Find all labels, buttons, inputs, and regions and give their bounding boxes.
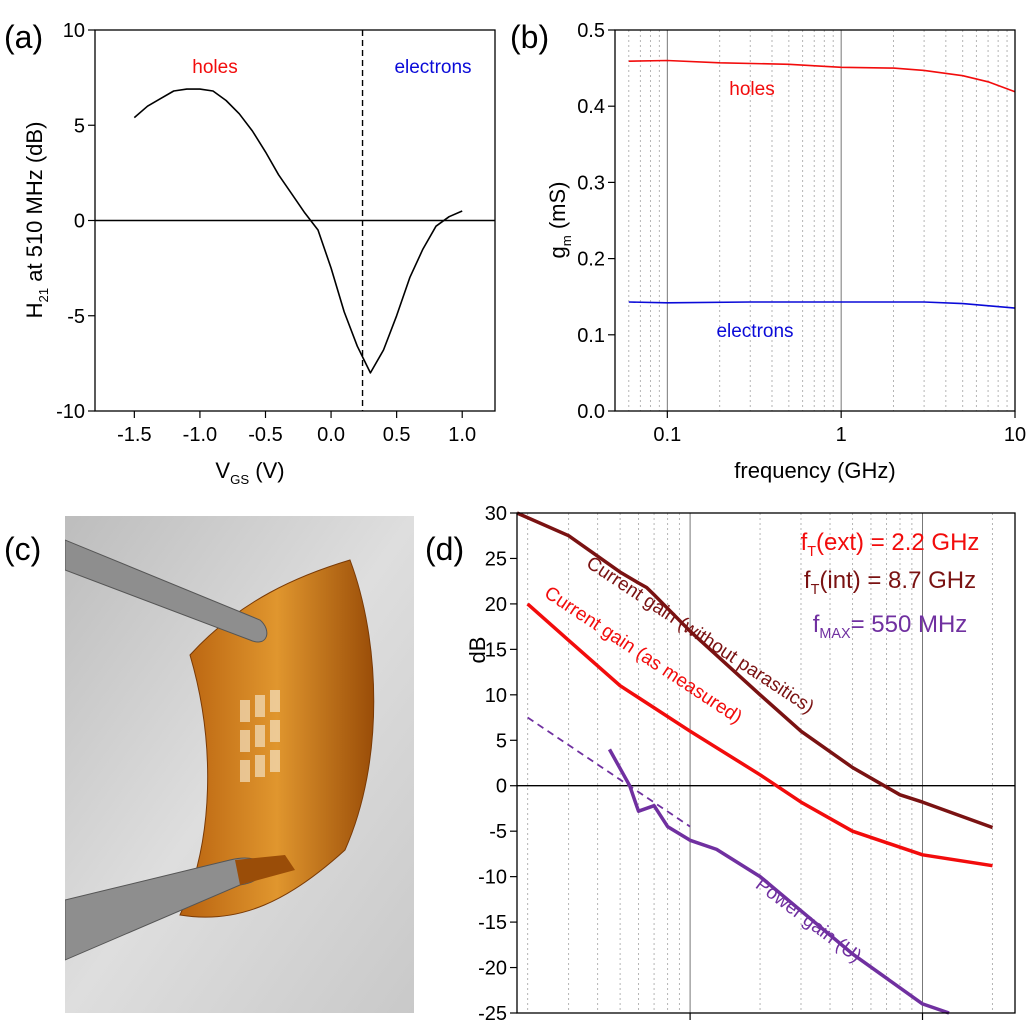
y-axis-label: H21 at 510 MHz (dB) bbox=[22, 122, 51, 319]
plot-frame bbox=[94, 29, 496, 412]
y-axis-label: gm (mS) bbox=[545, 181, 574, 258]
photo bbox=[65, 516, 414, 1013]
annotation-part: T bbox=[811, 582, 820, 598]
y-tick-label: 10 bbox=[63, 20, 85, 42]
annotation-part: T bbox=[807, 544, 816, 560]
plot-frame bbox=[614, 29, 1016, 412]
annotation-part: (int) = 8.7 GHz bbox=[819, 567, 976, 594]
plot-frame bbox=[516, 512, 1016, 1014]
data-line bbox=[628, 59, 1016, 93]
annotation-part: f bbox=[801, 529, 808, 556]
panel-label: (c) bbox=[4, 531, 41, 567]
x-axis-label-part: GS bbox=[230, 472, 249, 487]
y-axis-label-part: g bbox=[545, 246, 570, 258]
annotation-part: f bbox=[804, 567, 811, 594]
extrapolation-line bbox=[527, 716, 691, 828]
y-tick-label: 0.5 bbox=[577, 20, 605, 42]
y-tick-label: 25 bbox=[485, 548, 507, 570]
annotation-part: = 550 MHz bbox=[851, 611, 968, 638]
data-line bbox=[133, 88, 463, 374]
y-tick-label: 5 bbox=[496, 730, 507, 752]
annotation: holes bbox=[729, 79, 774, 100]
y-tick-label: 5 bbox=[74, 115, 85, 137]
x-tick-label: 10 bbox=[1004, 424, 1026, 446]
panel-label: (b) bbox=[510, 19, 549, 55]
panel-label: (a) bbox=[4, 19, 43, 55]
data-line bbox=[516, 511, 994, 830]
x-tick-label: 1.0 bbox=[448, 424, 476, 446]
annotation-part: MAX bbox=[819, 626, 851, 642]
y-tick-label: 15 bbox=[485, 639, 507, 661]
y-axis-label: dB bbox=[465, 637, 490, 664]
x-axis-label: VGS (V) bbox=[215, 458, 284, 487]
y-tick-label: 0.3 bbox=[577, 172, 605, 194]
annotation: fT(ext) = 2.2 GHz bbox=[801, 529, 980, 560]
y-tick-label: -20 bbox=[478, 958, 507, 980]
x-tick-label: -1.5 bbox=[117, 424, 151, 446]
y-tick-label: -5 bbox=[67, 306, 85, 328]
tweezer-top bbox=[65, 539, 268, 643]
y-tick-label: 0.0 bbox=[577, 401, 605, 423]
device-array bbox=[240, 690, 280, 782]
y-tick-label: -10 bbox=[56, 401, 85, 423]
y-tick-label: -5 bbox=[489, 821, 507, 843]
y-tick-label: 10 bbox=[485, 685, 507, 707]
y-axis-label-part: 21 bbox=[36, 288, 51, 303]
y-axis-label-part: m bbox=[559, 235, 574, 246]
annotation: fMAX= 550 MHz bbox=[813, 611, 968, 642]
y-axis-label-part: at 510 MHz (dB) bbox=[22, 122, 47, 288]
annotation: electrons bbox=[394, 57, 471, 78]
data-line bbox=[526, 602, 993, 868]
x-axis-label: frequency (GHz) bbox=[734, 458, 895, 483]
x-tick-label: 0.1 bbox=[653, 424, 681, 446]
y-tick-label: 0.2 bbox=[577, 249, 605, 271]
y-tick-label: -15 bbox=[478, 912, 507, 934]
annotation: holes bbox=[192, 57, 237, 78]
x-tick-label: 0.0 bbox=[317, 424, 345, 446]
data-line bbox=[628, 301, 1016, 309]
annotation-part: (ext) = 2.2 GHz bbox=[816, 529, 979, 556]
x-axis-label-part: V bbox=[215, 458, 230, 483]
x-tick-label: -0.5 bbox=[248, 424, 282, 446]
x-tick-label: 1 bbox=[836, 424, 847, 446]
y-tick-label: 20 bbox=[485, 594, 507, 616]
data-line bbox=[607, 748, 950, 1015]
y-tick-label: 0.1 bbox=[577, 325, 605, 347]
y-tick-label: -25 bbox=[478, 1003, 507, 1025]
annotation: fT(int) = 8.7 GHz bbox=[804, 567, 976, 598]
series-label: Power gain (U) bbox=[751, 874, 865, 967]
y-axis-label-part: H bbox=[22, 303, 47, 319]
y-tick-label: 30 bbox=[485, 503, 507, 525]
x-tick-label: -1.0 bbox=[183, 424, 217, 446]
x-tick-label: 0.5 bbox=[383, 424, 411, 446]
y-tick-label: 0.4 bbox=[577, 96, 605, 118]
annotation-part: f bbox=[813, 611, 820, 638]
panel-label: (d) bbox=[425, 531, 464, 567]
x-axis-label-part: (V) bbox=[249, 458, 284, 483]
y-axis-label-part: (mS) bbox=[545, 181, 570, 235]
y-tick-label: 0 bbox=[496, 776, 507, 798]
y-tick-label: 0 bbox=[74, 211, 85, 233]
annotation: electrons bbox=[716, 321, 793, 342]
y-tick-label: -10 bbox=[478, 867, 507, 889]
substrate-tab bbox=[235, 855, 295, 885]
